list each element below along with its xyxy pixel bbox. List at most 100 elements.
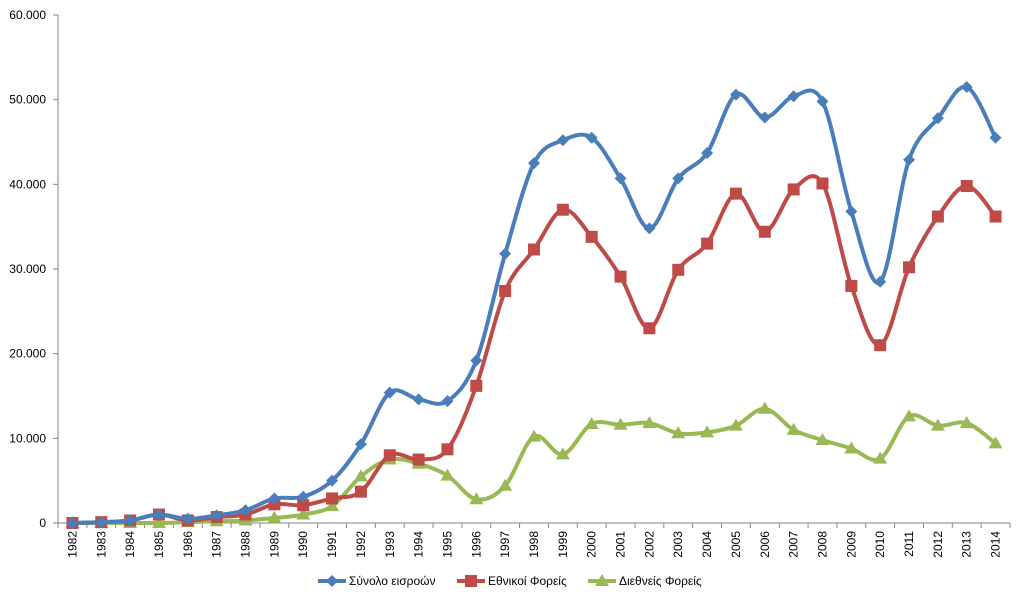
data-point — [528, 157, 540, 170]
data-point — [152, 508, 165, 521]
x-tick-label: 2009 — [844, 531, 858, 558]
y-tick-label: 60.000 — [9, 8, 46, 22]
data-point — [326, 492, 339, 505]
data-point — [787, 183, 800, 196]
x-tick-label: 1988 — [239, 531, 253, 558]
data-point — [412, 453, 425, 466]
data-point — [787, 90, 800, 103]
data-point — [671, 426, 686, 439]
x-tick-label: 2006 — [758, 531, 772, 558]
legend-swatch-marker — [595, 574, 609, 586]
data-point — [729, 88, 742, 101]
legend-item: Σύνολο εισροών — [318, 574, 436, 588]
data-point — [239, 504, 252, 517]
x-tick-label: 2005 — [729, 531, 743, 558]
x-tick-label: 2011 — [902, 531, 916, 557]
data-point — [556, 134, 569, 147]
data-point — [585, 230, 598, 243]
x-tick-label: 1991 — [325, 531, 339, 558]
data-point — [95, 516, 108, 529]
data-point — [354, 438, 367, 451]
data-point — [499, 247, 512, 260]
data-point — [151, 516, 166, 528]
data-point — [816, 177, 829, 190]
x-tick-label: 2000 — [585, 531, 599, 558]
data-point — [613, 417, 628, 430]
data-point — [297, 499, 310, 512]
data-point — [470, 379, 483, 392]
chart-legend: Σύνολο εισροών Εθνικοί Φορείς Διεθνείς Φορ… — [318, 574, 702, 588]
data-point — [729, 187, 742, 200]
data-point — [989, 131, 1002, 144]
data-point — [383, 449, 396, 462]
data-point — [845, 279, 858, 292]
data-point — [728, 418, 743, 431]
data-point — [353, 469, 368, 482]
data-point — [959, 416, 974, 429]
data-point — [325, 499, 340, 512]
data-point — [931, 210, 944, 223]
x-tick-label: 2010 — [873, 531, 887, 558]
data-point — [296, 507, 311, 520]
x-tick-label: 2004 — [700, 531, 714, 558]
data-point — [441, 395, 454, 408]
data-point — [960, 180, 973, 193]
data-point — [268, 492, 281, 505]
data-point — [556, 203, 569, 216]
y-tick-label: 10.000 — [9, 431, 46, 445]
data-point — [903, 153, 916, 166]
x-tick-label: 2003 — [671, 531, 685, 558]
legend-label: Διεθνείς Φορείς — [619, 574, 702, 588]
chart-series — [65, 80, 1003, 529]
data-point — [701, 237, 714, 250]
x-tick-label: 1999 — [556, 531, 570, 558]
series-line — [70, 406, 998, 526]
data-point — [930, 418, 945, 431]
x-tick-label: 2007 — [787, 531, 801, 558]
legend-label: Σύνολο εισροών — [349, 574, 436, 588]
legend-swatch-marker — [326, 575, 338, 587]
series-0 — [66, 80, 1002, 529]
legend-label: Εθνικοί Φορείς — [488, 574, 567, 588]
legend-item: Εθνικοί Φορείς — [457, 574, 567, 588]
data-point — [844, 441, 859, 454]
data-point — [297, 490, 310, 503]
data-point — [845, 205, 858, 218]
data-point — [643, 222, 656, 235]
data-point — [873, 451, 888, 464]
data-point — [527, 429, 541, 442]
data-point — [66, 517, 79, 529]
data-point — [672, 263, 685, 276]
data-point — [614, 270, 627, 283]
data-point — [758, 225, 771, 238]
data-point — [960, 80, 973, 93]
data-point — [902, 409, 917, 422]
data-point — [498, 478, 513, 491]
y-tick-label: 30.000 — [9, 262, 46, 276]
data-point — [989, 210, 1002, 223]
y-tick-label: 40.000 — [9, 177, 46, 191]
data-point — [700, 425, 715, 438]
data-point — [758, 111, 771, 124]
data-point — [988, 436, 1003, 449]
x-tick-label: 1982 — [65, 531, 79, 558]
data-point — [441, 443, 454, 456]
data-point — [643, 322, 656, 335]
data-point — [124, 514, 137, 527]
series-2 — [65, 401, 1003, 528]
x-tick-label: 2008 — [815, 531, 829, 558]
data-point — [440, 468, 455, 481]
data-point — [874, 339, 887, 352]
series-1 — [66, 174, 1002, 529]
legend-item: Διεθνείς Φορείς — [588, 574, 702, 588]
x-tick-label: 1992 — [354, 531, 368, 558]
data-point — [815, 433, 830, 446]
x-tick-label: 1986 — [181, 531, 195, 558]
data-point — [672, 172, 685, 185]
data-point — [786, 422, 801, 435]
data-point — [326, 474, 339, 487]
legend-swatch-marker — [465, 575, 477, 587]
x-tick-label: 1997 — [498, 531, 512, 558]
x-tick-label: 1994 — [412, 531, 426, 558]
